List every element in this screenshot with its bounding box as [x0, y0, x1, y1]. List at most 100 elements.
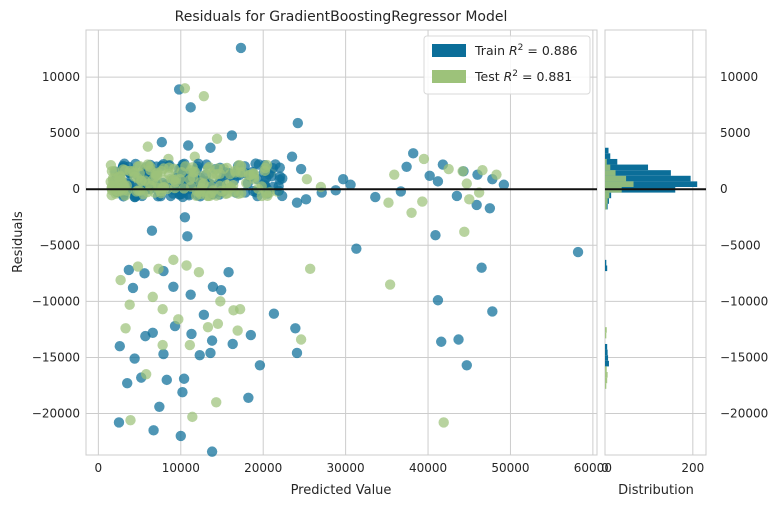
- test-point: [115, 274, 126, 286]
- y-tick-label: −15000: [32, 350, 80, 364]
- test-point: [191, 190, 202, 202]
- train-point: [345, 179, 356, 190]
- x-tick-label: 50000: [491, 461, 529, 475]
- train-point: [432, 176, 444, 187]
- train-point: [330, 185, 341, 196]
- test-point: [461, 178, 472, 189]
- train-point: [395, 186, 407, 197]
- train-histogram-bar: [605, 265, 608, 272]
- test-point: [301, 173, 313, 185]
- test-point: [184, 174, 196, 185]
- test-point: [232, 325, 243, 336]
- train-point: [498, 179, 510, 190]
- test-point: [163, 162, 175, 173]
- distribution-y-tick-label: −15000: [720, 350, 768, 364]
- test-point: [181, 260, 192, 271]
- train-point: [461, 360, 472, 371]
- train-point: [129, 353, 140, 364]
- test-point: [477, 164, 488, 176]
- test-point: [129, 171, 140, 182]
- train-point: [205, 347, 216, 359]
- distribution-axis-label: Distribution: [618, 483, 694, 498]
- train-point: [223, 267, 234, 278]
- test-point: [418, 153, 430, 165]
- train-point: [179, 212, 191, 223]
- train-point: [300, 194, 312, 205]
- train-point: [113, 417, 125, 428]
- y-tick-label: 10000: [42, 70, 80, 84]
- test-histogram-bar: [605, 377, 608, 384]
- train-point: [139, 268, 150, 279]
- legend-label-test: Test R2 = 0.881: [474, 69, 572, 84]
- train-point: [337, 173, 349, 185]
- test-point: [184, 339, 196, 351]
- test-point: [315, 181, 327, 193]
- train-point: [290, 323, 301, 334]
- train-point: [194, 349, 205, 361]
- test-histogram-bar: [605, 366, 607, 373]
- distribution-y-tick-label: −10000: [720, 294, 768, 308]
- test-histogram-bar: [605, 192, 610, 199]
- test-point: [152, 178, 163, 189]
- test-point: [260, 188, 272, 199]
- train-point: [295, 163, 307, 175]
- legend: Train R2 = 0.886 Test R2 = 0.881: [423, 35, 591, 95]
- train-histogram-bar: [605, 147, 609, 154]
- train-point: [227, 338, 238, 350]
- train-point: [215, 284, 227, 296]
- main-plot-area: 0 10000 20000 30000 40000 50000 60000 10000500…: [32, 29, 612, 475]
- distribution-x-tick-label: 0: [601, 461, 609, 475]
- distribution-plot-area: 0 200 10000 5000 0 −5000 −10000 −15000 −20000: [601, 29, 768, 475]
- train-histogram-bar: [605, 170, 671, 176]
- distribution-y-tick-labels: 10000 5000 0 −5000 −10000 −15000 −20000: [720, 70, 768, 420]
- x-tick-label: 30000: [327, 461, 365, 475]
- distribution-y-tick-label: −20000: [720, 407, 768, 421]
- train-point: [286, 151, 298, 162]
- test-point: [457, 166, 468, 177]
- y-tick-label: −10000: [32, 294, 80, 308]
- distribution-y-tick-label: 5000: [720, 126, 751, 140]
- test-point: [389, 169, 400, 180]
- test-point: [406, 207, 417, 218]
- distribution-y-tick-label: −5000: [720, 238, 761, 252]
- train-point: [175, 430, 186, 442]
- train-point: [148, 425, 159, 436]
- train-point: [408, 148, 419, 159]
- y-tick-label: 0: [72, 182, 80, 196]
- test-point: [304, 263, 316, 275]
- train-point: [185, 102, 196, 113]
- train-histogram-bar: [605, 360, 609, 367]
- test-point: [117, 185, 129, 196]
- legend-label-train: Train R2 = 0.886: [474, 43, 578, 58]
- test-point: [459, 226, 470, 238]
- x-tick-label: 10000: [162, 461, 200, 475]
- test-point: [221, 179, 233, 191]
- train-point: [114, 341, 125, 352]
- test-point: [132, 261, 144, 272]
- train-point: [177, 191, 188, 203]
- test-point: [233, 188, 244, 200]
- test-histogram-bar: [605, 175, 627, 182]
- train-point: [424, 170, 435, 181]
- test-histogram-bar: [605, 372, 608, 378]
- y-tick-label: −5000: [39, 238, 80, 252]
- chart-title: Residuals for GradientBoostingRegressor …: [175, 9, 508, 25]
- train-point: [146, 225, 158, 236]
- distribution-x-tick-labels: 0 200: [601, 461, 704, 475]
- train-point: [161, 374, 172, 386]
- test-point: [140, 369, 152, 380]
- x-tick-label: 40000: [409, 461, 447, 475]
- test-histogram-bar: [605, 158, 607, 165]
- train-point: [430, 230, 441, 241]
- test-point: [202, 321, 214, 333]
- main-plot-background: [85, 29, 598, 456]
- train-point: [127, 282, 139, 294]
- test-point: [187, 411, 198, 423]
- test-point: [147, 291, 158, 303]
- train-point: [487, 306, 498, 317]
- distribution-y-tick-label: 0: [720, 182, 728, 196]
- x-axis-label: Predicted Value: [291, 483, 392, 498]
- train-histogram-bar: [605, 181, 698, 187]
- test-point: [153, 263, 164, 275]
